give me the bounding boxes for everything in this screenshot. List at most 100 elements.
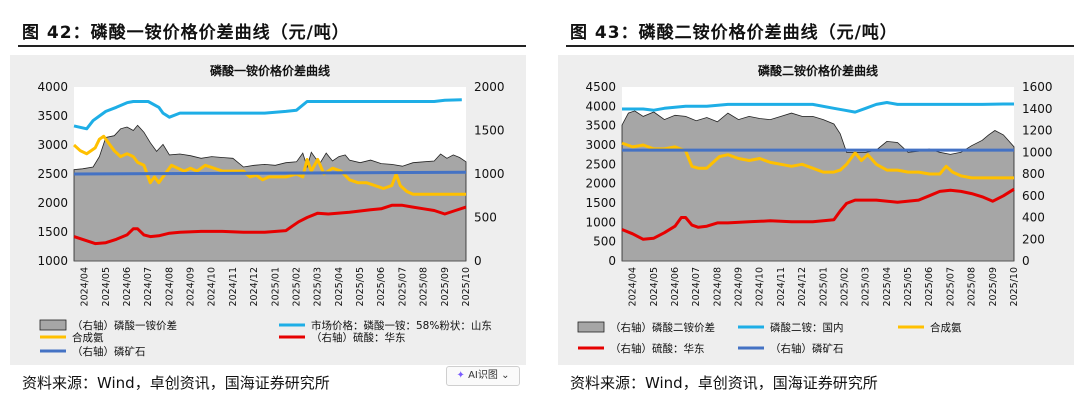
- x-tick-label: 2024/11: [776, 267, 787, 306]
- legend-label: （右轴）硫酸：华东: [610, 342, 705, 355]
- x-tick-label: 2025/01: [270, 267, 281, 306]
- x-tick-label: 2025/01: [818, 267, 829, 306]
- chart-title: 磷酸二铵价格价差曲线: [758, 63, 878, 78]
- right-tick-label: 1400: [1022, 102, 1053, 116]
- right-tick-label: 200: [1022, 232, 1045, 246]
- x-tick-label: 2025/06: [376, 267, 387, 306]
- right-tick-label: 2000: [474, 80, 505, 94]
- legend-swatch: [577, 321, 605, 333]
- x-tick-label: 2024/09: [186, 267, 197, 306]
- x-tick-label: 2025/10: [1009, 267, 1020, 306]
- ai-badge-label: AI识图: [468, 370, 498, 381]
- left-tick-label: 2500: [37, 167, 68, 181]
- x-tick-label: 2025/03: [861, 267, 872, 306]
- right-tick-label: 1000: [1022, 145, 1053, 159]
- legend-label: （右轴）硫酸：华东: [311, 331, 406, 344]
- legend-label: 市场价格：磷酸一铵：58%粉状：山东: [311, 319, 492, 332]
- chart-area: 磷酸一铵价格价差曲线 1000 1500 2000 2500 3000 3500 4000 0 5…: [10, 55, 526, 365]
- series-line-1: [622, 101, 1014, 114]
- legend-swatch: [39, 319, 67, 331]
- left-tick-label: 3000: [585, 138, 616, 152]
- series-line-3: [73, 203, 467, 246]
- figure-42: 图 42：磷酸一铵价格价差曲线（元/吨） 磷酸一铵价格价差曲线 1000 1500 2…: [0, 0, 532, 405]
- x-tick-label: 2024/12: [249, 267, 260, 306]
- left-tick-label: 0: [608, 254, 616, 268]
- right-tick-label: 500: [474, 211, 497, 225]
- x-tick-label: 2024/11: [228, 267, 239, 306]
- legend-label: （右轴）磷酸一铵价差: [72, 319, 177, 332]
- legend-label: 合成氨: [72, 331, 104, 344]
- left-tick-label: 4000: [585, 99, 616, 113]
- x-tick-label: 2025/09: [440, 267, 451, 306]
- chart-title: 磷酸一铵价格价差曲线: [210, 63, 330, 78]
- x-tick-label: 2025/03: [313, 267, 324, 306]
- x-tick-label: 2025/08: [967, 267, 978, 306]
- left-tick-label: 2000: [37, 196, 68, 210]
- right-tick-label: 400: [1022, 211, 1045, 225]
- x-tick-label: 2025/09: [988, 267, 999, 306]
- x-tick-label: 2024/08: [712, 267, 723, 306]
- x-tick-label: 2025/08: [419, 267, 430, 306]
- right-tick-label: 1000: [474, 167, 505, 181]
- series-line-2: [72, 134, 466, 196]
- x-tick-label: 2025/04: [882, 267, 893, 306]
- series-line-4: [73, 170, 467, 176]
- x-tick-label: 2024/07: [143, 267, 154, 306]
- chart-area: 磷酸二铵价格价差曲线 0 500 1000 1500 2000 2500 3000 3500 40…: [558, 55, 1074, 365]
- right-tick-label: 0: [474, 254, 482, 268]
- sparkle-icon: ✦: [456, 370, 465, 381]
- left-tick-label: 1000: [37, 254, 68, 268]
- x-tick-label: 2025/07: [945, 267, 956, 306]
- x-tick-label: 2024/04: [628, 267, 639, 306]
- figure-43: 图 43：磷酸二铵价格价差曲线（元/吨） 磷酸二铵价格价差曲线 0 500 1000 1…: [548, 0, 1080, 405]
- left-tick-label: 1000: [585, 215, 616, 229]
- right-tick-label: 600: [1022, 189, 1045, 203]
- figure-title: 图 42：磷酸一铵价格价差曲线（元/吨）: [22, 23, 350, 43]
- legend-label: （右轴）磷酸二铵价差: [610, 321, 715, 334]
- phosphate-mono-chart: 磷酸一铵价格价差曲线 1000 1500 2000 2500 3000 3500 4000 0 5…: [37, 63, 505, 358]
- figure-title: 图 43：磷酸二铵价格价差曲线（元/吨）: [570, 23, 898, 43]
- left-tick-label: 2500: [585, 157, 616, 171]
- source-note: 资料来源：Wind，卓创资讯，国海证券研究所: [570, 374, 878, 392]
- x-tick-label: 2025/06: [924, 267, 935, 306]
- right-tick-label: 1500: [474, 124, 505, 138]
- left-tick-label: 1500: [37, 225, 68, 239]
- left-tick-label: 1500: [585, 196, 616, 210]
- x-tick-label: 2024/12: [797, 267, 808, 306]
- x-tick-label: 2024/07: [691, 267, 702, 306]
- left-tick-label: 4000: [37, 80, 68, 94]
- x-tick-label: 2024/05: [649, 267, 660, 306]
- left-tick-label: 3000: [37, 138, 68, 152]
- x-tick-label: 2024/08: [164, 267, 175, 306]
- right-tick-label: 1600: [1022, 80, 1053, 94]
- source-note: 资料来源：Wind，卓创资讯，国海证券研究所: [22, 374, 330, 392]
- chevron-down-icon: ⌄: [501, 370, 510, 381]
- x-tick-label: 2025/04: [334, 267, 345, 306]
- x-tick-label: 2024/06: [670, 267, 681, 306]
- series-line-2: [621, 141, 1014, 180]
- ai-image-button[interactable]: ✦ AI识图 ⌄: [446, 366, 520, 386]
- legend-label: 合成氨: [930, 321, 962, 334]
- x-tick-label: 2025/10: [461, 267, 472, 306]
- x-tick-label: 2025/05: [355, 267, 366, 306]
- series-line-1: [73, 98, 462, 131]
- legend-label: 磷酸二铵：国内: [770, 321, 844, 334]
- left-tick-label: 3500: [37, 109, 68, 123]
- x-tick-label: 2024/09: [734, 267, 745, 306]
- x-tick-label: 2024/10: [755, 267, 766, 306]
- left-tick-label: 3500: [585, 119, 616, 133]
- x-tick-label: 2025/02: [839, 267, 850, 306]
- left-tick-label: 4500: [585, 80, 616, 94]
- x-tick-label: 2024/04: [80, 267, 91, 306]
- x-tick-label: 2025/07: [397, 267, 408, 306]
- title-rule: [566, 45, 1074, 47]
- series-area-0: [73, 124, 467, 262]
- x-tick-label: 2025/05: [903, 267, 914, 306]
- x-tick-label: 2025/02: [291, 267, 302, 306]
- right-tick-label: 800: [1022, 167, 1045, 181]
- legend-label: （右轴）磷矿石: [770, 342, 844, 355]
- left-tick-label: 500: [593, 235, 616, 249]
- right-tick-label: 0: [1022, 254, 1030, 268]
- series-line-3: [621, 187, 1015, 241]
- title-rule: [18, 45, 526, 47]
